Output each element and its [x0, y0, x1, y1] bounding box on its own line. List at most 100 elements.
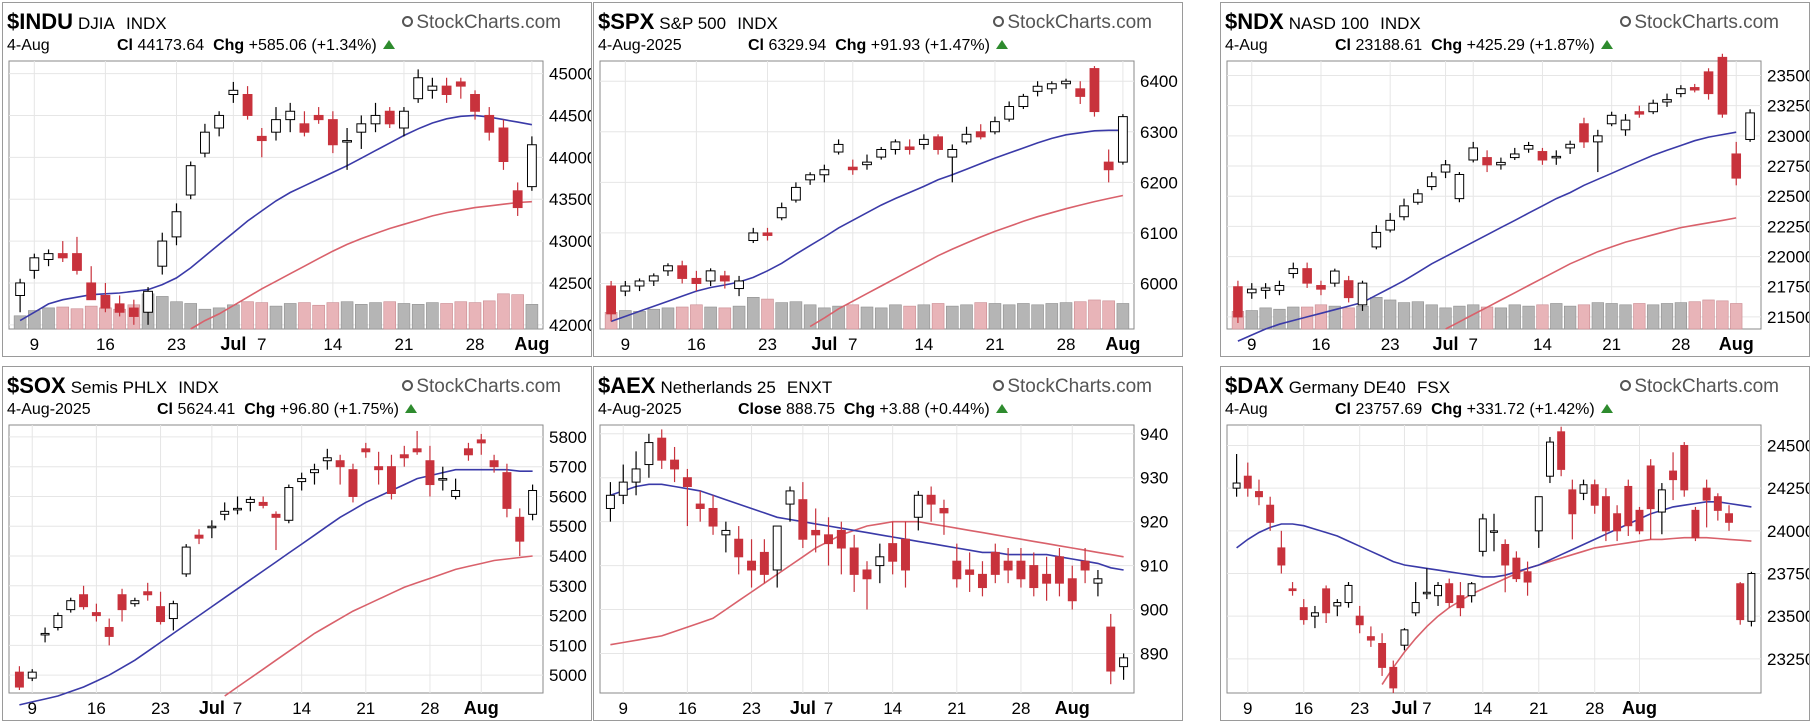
y-tick-label: 23500: [1767, 607, 1809, 626]
x-tick-label: 28: [1585, 699, 1604, 718]
volume-bar: [170, 301, 183, 330]
volume-bar: [619, 310, 632, 330]
candle: [14, 666, 24, 691]
candle: [327, 111, 338, 154]
candle-body: [1454, 173, 1465, 200]
candle: [798, 482, 808, 549]
candle: [413, 69, 424, 103]
candle-body: [313, 114, 324, 121]
x-tick-label: 23: [758, 335, 777, 354]
candle-body: [759, 551, 769, 575]
panel-header: $SOX Semis PHLX INDX StockCharts.com 4-Au…: [3, 367, 591, 425]
symbol-title: $NDX NASD 100 INDX: [1225, 9, 1421, 35]
up-triangle-icon: [995, 404, 1008, 413]
candle: [53, 612, 63, 631]
candle: [1445, 578, 1454, 608]
x-tick-label: 16: [96, 335, 115, 354]
volume-bar: [789, 301, 803, 330]
candle-body: [605, 494, 615, 509]
candle-body: [1440, 164, 1451, 173]
volume-bar: [212, 307, 226, 330]
candle-body: [1482, 157, 1492, 166]
chart-panel-ndx[interactable]: 23500 23250 23000 22750 22500 22250 22000 21750…: [1220, 2, 1810, 357]
candle-body: [43, 253, 54, 260]
candle-body: [1080, 560, 1090, 571]
y-tick-label: 23500: [1767, 66, 1809, 85]
chart-panel-aex[interactable]: 940 930 920 910 900 890 9 16 23 Jul 7 14 21 28 Aug $AE…: [593, 366, 1183, 721]
x-tick-label: Jul: [199, 698, 225, 718]
x-tick-label: 7: [233, 699, 242, 718]
candle-body: [484, 114, 495, 133]
candle-body: [836, 529, 846, 549]
candle-body: [977, 573, 987, 589]
candle: [284, 484, 294, 524]
candle-body: [66, 600, 76, 611]
volume-bar: [454, 301, 468, 330]
chart-panel-sox[interactable]: 5800 5700 5600 5500 5400 5300 5200 5100 5000 9 16 2…: [2, 366, 592, 721]
volume-bar: [1730, 303, 1743, 330]
exchange: INDX: [1380, 14, 1421, 33]
candle-body: [526, 144, 537, 188]
volume-bar: [761, 298, 774, 330]
candle: [342, 128, 352, 170]
brand-text: StockCharts.com: [416, 12, 561, 33]
x-tick-label: Jul: [1391, 698, 1417, 718]
chg-value: +96.80 (+1.75%): [279, 401, 399, 418]
candle: [1371, 225, 1382, 250]
candle: [1646, 459, 1655, 540]
quote-date: 4-Aug: [1225, 37, 1268, 54]
x-tick-label: 23: [1350, 699, 1369, 718]
candle: [425, 445, 435, 497]
candle-body: [708, 507, 718, 527]
candle: [114, 295, 125, 317]
x-tick-label: 28: [466, 335, 485, 354]
candle-body: [1413, 193, 1423, 203]
candle: [965, 552, 975, 592]
candle-body: [441, 85, 452, 95]
candle-body: [361, 448, 371, 453]
candle-body: [875, 556, 885, 567]
candle: [512, 182, 523, 216]
x-tick-label: 23: [167, 335, 186, 354]
up-triangle-icon: [1600, 40, 1613, 49]
volume-bar: [988, 303, 1002, 330]
volume-bar: [397, 303, 411, 330]
candle-body: [1288, 588, 1297, 592]
chart-panel-spx[interactable]: 6400 6300 6200 6100 6000 9 16 23 Jul 7 14 21 28 Aug $…: [593, 2, 1183, 357]
volume-bar: [1453, 305, 1466, 330]
candle-body: [185, 165, 196, 196]
chart-panel-dax[interactable]: 24500 24250 24000 23750 23500 23250 9 16 23 Jul 7 1…: [1220, 366, 1810, 721]
candle: [1557, 426, 1566, 477]
candle-body: [657, 437, 667, 461]
symbol-title: $AEX Netherlands 25 ENXT: [598, 373, 832, 399]
candle-body: [798, 499, 808, 540]
candle: [1523, 561, 1532, 596]
candle: [1029, 552, 1039, 597]
candle: [1624, 479, 1633, 536]
candle-body: [168, 603, 178, 620]
y-tick-label: 5600: [549, 487, 587, 506]
candle-body: [1657, 489, 1666, 513]
candle-body: [322, 457, 332, 462]
candle: [663, 263, 673, 276]
candle-body: [762, 232, 773, 236]
candle: [86, 266, 97, 301]
candle: [721, 521, 731, 553]
chart-panel-indu[interactable]: 45000 44500 44000 43500 43000 42500 42000 9 16 23…: [2, 2, 592, 357]
candle: [975, 124, 986, 140]
candle: [463, 442, 473, 461]
y-tick-label: 42000: [549, 316, 591, 335]
candle-body: [1075, 88, 1086, 97]
x-tick-label: 14: [1473, 699, 1492, 718]
y-tick-label: 900: [1140, 601, 1168, 620]
candle: [200, 123, 210, 158]
candle-body: [1322, 588, 1331, 614]
x-tick-label: Aug: [1055, 698, 1090, 718]
x-tick-label: Aug: [1622, 698, 1657, 718]
candle-body: [1635, 509, 1644, 532]
candle: [824, 517, 833, 566]
candle-body: [1691, 509, 1700, 539]
volume-bar: [732, 305, 746, 330]
candle-body: [1232, 482, 1241, 489]
candle: [1288, 582, 1297, 596]
